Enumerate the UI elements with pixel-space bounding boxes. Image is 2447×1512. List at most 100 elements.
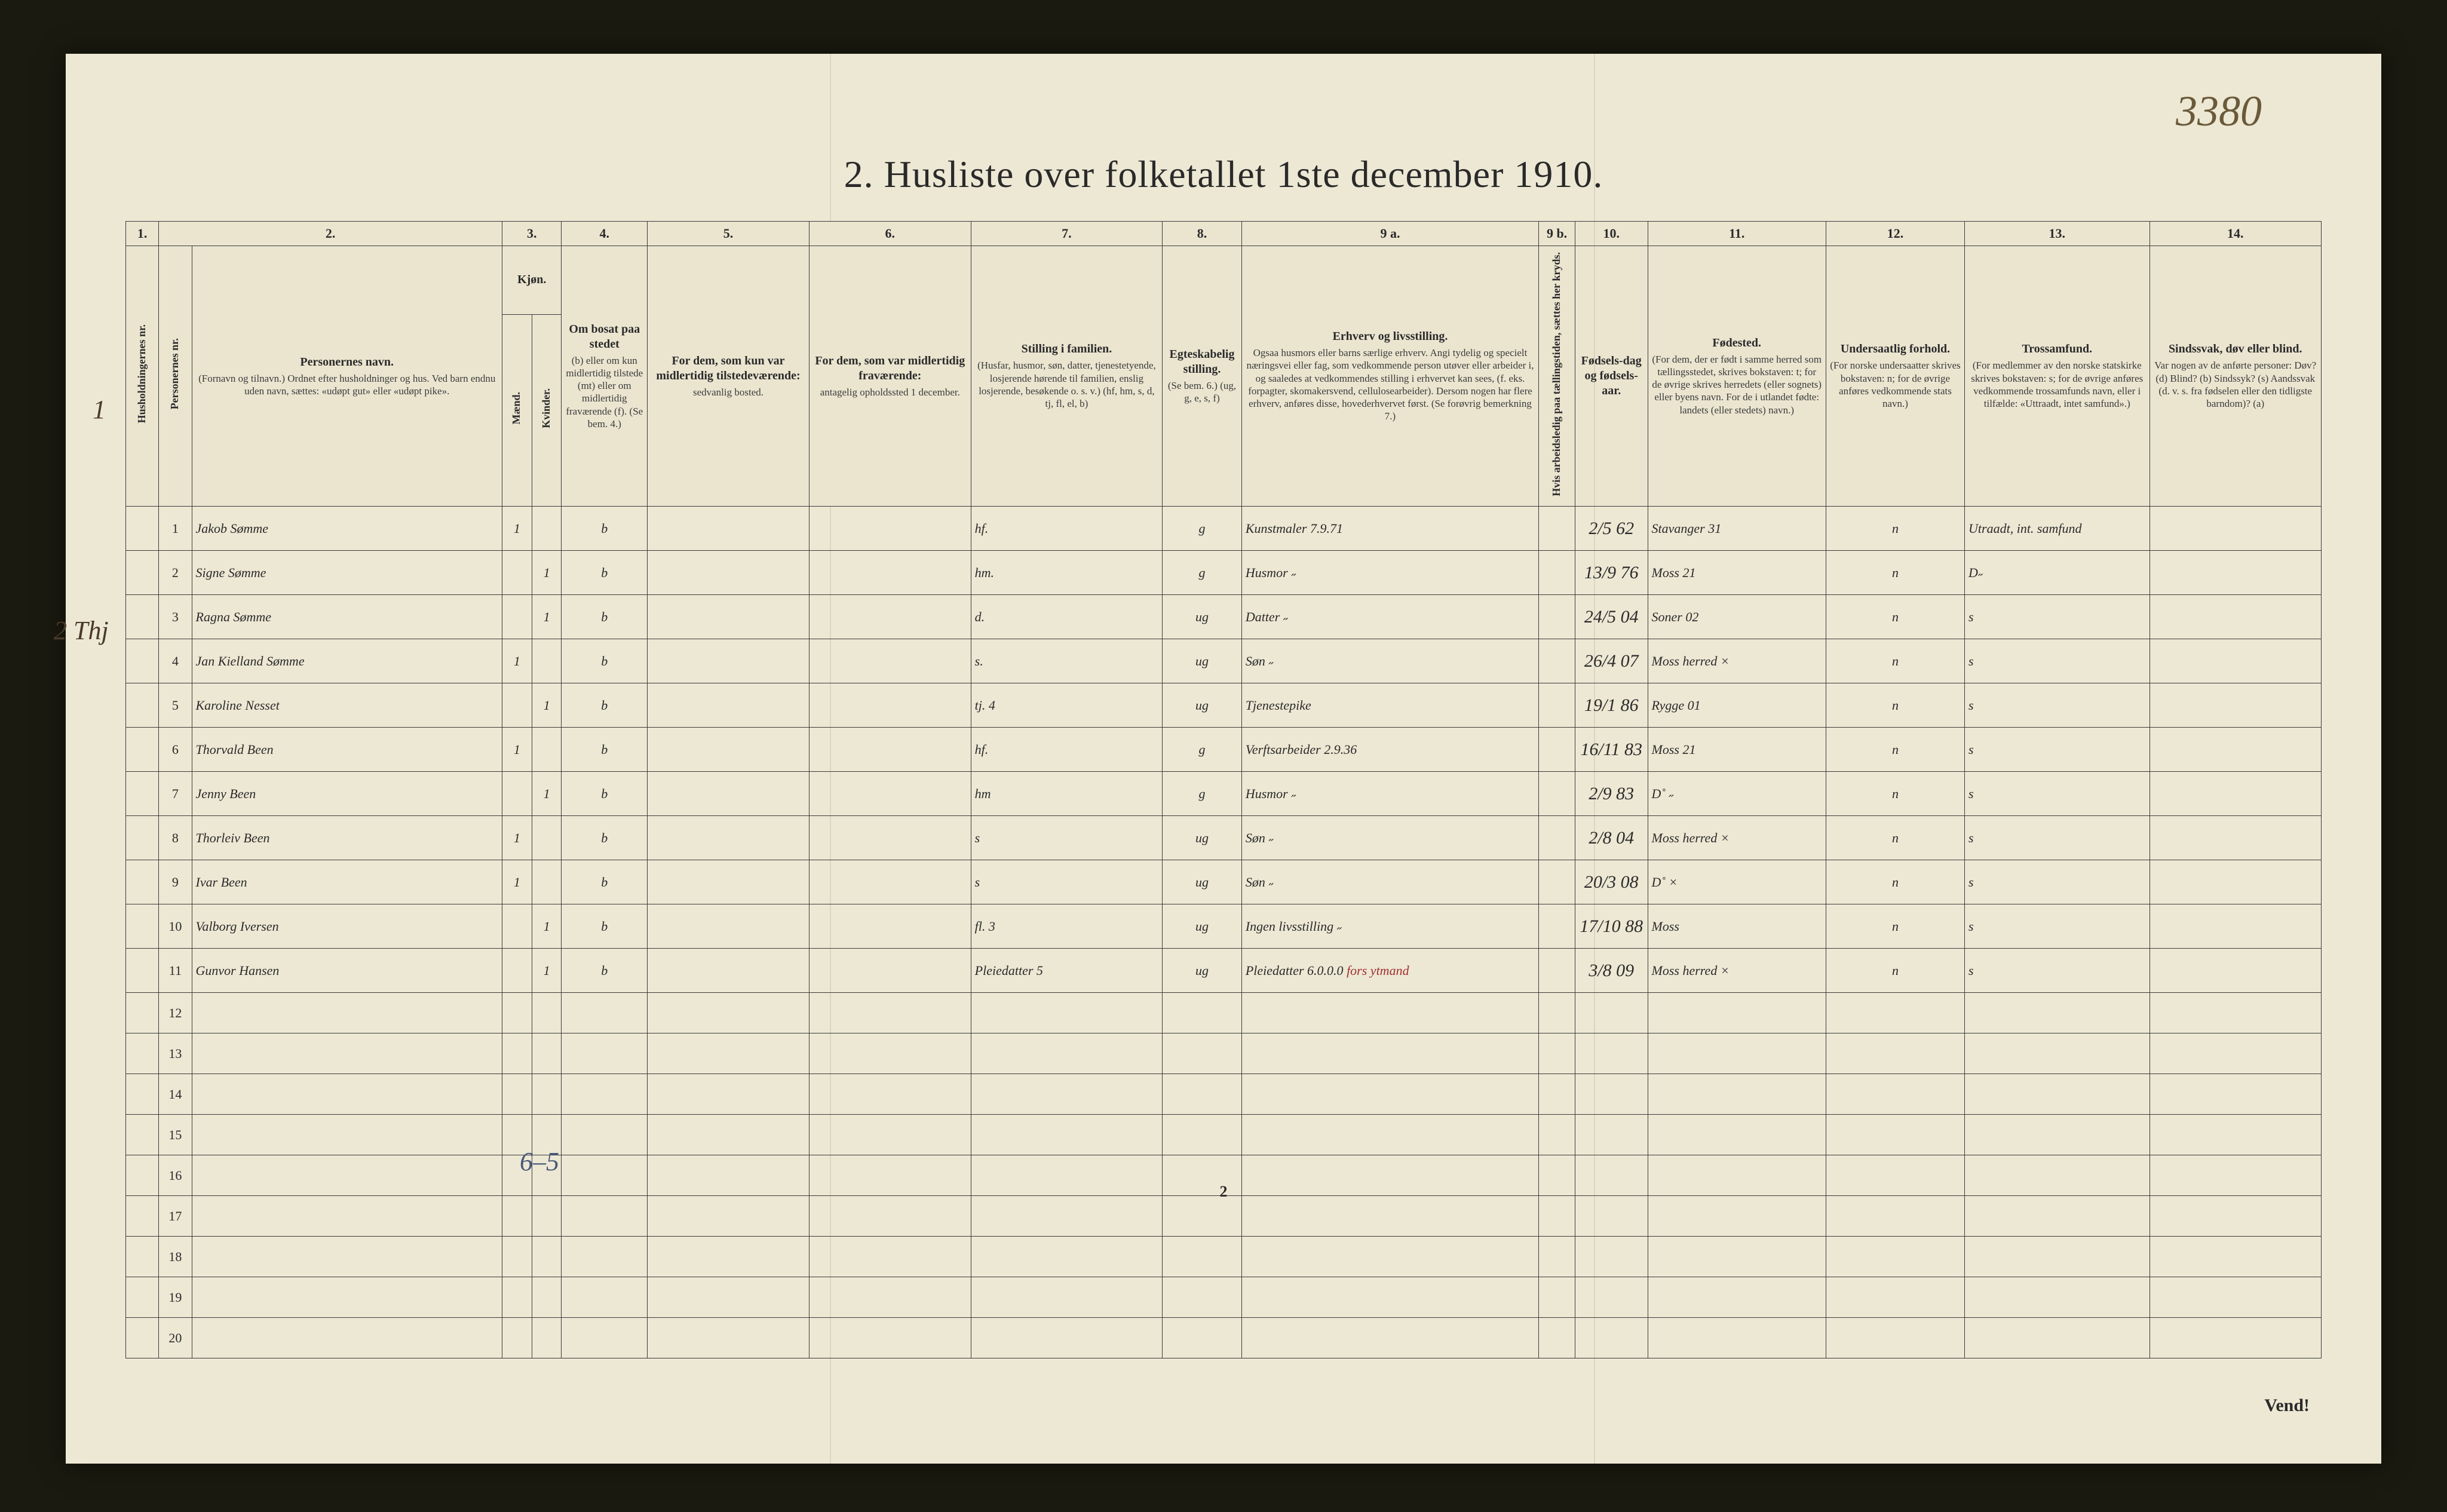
cell-dob: 16/11 83 <box>1575 728 1648 772</box>
cell-unemployed <box>1539 595 1575 639</box>
hdr-temp-absent: For dem, som var midlertidig fraværende:… <box>809 246 971 507</box>
cell-family-pos: tj. 4 <box>971 683 1163 728</box>
cell-temp-absent <box>809 639 971 683</box>
colnum-12: 12. <box>1826 222 1964 246</box>
cell-household-no <box>126 949 159 993</box>
cell-unemployed <box>1539 639 1575 683</box>
cell-household-no <box>126 1074 159 1115</box>
cell-dob: 26/4 07 <box>1575 639 1648 683</box>
colnum-9b: 9 b. <box>1539 222 1575 246</box>
cell-male <box>502 904 532 949</box>
hdr-marital: Egteskabelig stilling. (Se bem. 6.) (ug,… <box>1163 246 1242 507</box>
cell-marital: ug <box>1163 683 1242 728</box>
cell-temp-absent <box>809 772 971 816</box>
cell-birthplace: Stavanger 31 <box>1648 507 1826 551</box>
hdr-male: Mænd. <box>502 314 532 507</box>
hdr-unemployed: Hvis arbeidsledig paa tællingstiden, sæt… <box>1539 246 1575 507</box>
cell-infirmity <box>2149 904 2322 949</box>
cell-infirmity <box>2149 949 2322 993</box>
cell-person-no: 10 <box>159 904 192 949</box>
cell-religion: s <box>1965 595 2149 639</box>
cell-dob: 2/9 83 <box>1575 772 1648 816</box>
colnum-1: 1. <box>126 222 159 246</box>
cell-female <box>532 860 562 904</box>
table-row: 11Gunvor Hansen1bPleiedatter 5ugPleiedat… <box>126 949 2322 993</box>
cell-household-no <box>126 1277 159 1318</box>
table-row-empty: 18 <box>126 1237 2322 1277</box>
cell-marital: ug <box>1163 639 1242 683</box>
cell-marital: ug <box>1163 816 1242 860</box>
cell-birthplace: Moss 21 <box>1648 551 1826 595</box>
cell-temp-present <box>648 683 809 728</box>
cell-occupation: Husmor ˶ <box>1241 551 1538 595</box>
cell-marital: g <box>1163 507 1242 551</box>
table-row: 7Jenny Been1bhmgHusmor ˶2/9 83D˚ ˶ns <box>126 772 2322 816</box>
cell-infirmity <box>2149 639 2322 683</box>
cell-female: 1 <box>532 551 562 595</box>
cell-unemployed <box>1539 772 1575 816</box>
cell-nationality: n <box>1826 728 1964 772</box>
cell-residence: b <box>562 683 648 728</box>
cell-marital: ug <box>1163 595 1242 639</box>
table-row-empty: 17 <box>126 1196 2322 1237</box>
cell-temp-present <box>648 816 809 860</box>
cell-nationality: n <box>1826 904 1964 949</box>
cell-nationality: n <box>1826 551 1964 595</box>
colnum-3: 3. <box>502 222 561 246</box>
hdr-sex: Kjøn. <box>502 246 561 314</box>
cell-religion: s <box>1965 816 2149 860</box>
page-title: 2. Husliste over folketallet 1ste decemb… <box>66 152 2381 197</box>
cell-unemployed <box>1539 860 1575 904</box>
table-row-empty: 20 <box>126 1318 2322 1358</box>
cell-name: Gunvor Hansen <box>192 949 502 993</box>
table-row: 5Karoline Nesset1btj. 4ugTjenestepike19/… <box>126 683 2322 728</box>
cell-family-pos: s. <box>971 639 1163 683</box>
cell-unemployed <box>1539 683 1575 728</box>
cell-dob: 2/5 62 <box>1575 507 1648 551</box>
cell-religion: s <box>1965 949 2149 993</box>
cell-unemployed <box>1539 507 1575 551</box>
colnum-11: 11. <box>1648 222 1826 246</box>
cell-dob: 2/8 04 <box>1575 816 1648 860</box>
cell-residence: b <box>562 860 648 904</box>
cell-name: Jan Kielland Sømme <box>192 639 502 683</box>
cell-person-no: 15 <box>159 1115 192 1155</box>
cell-name: Valborg Iversen <box>192 904 502 949</box>
table-row: 3Ragna Sømme1bd.ugDatter ˶24/5 04Soner 0… <box>126 595 2322 639</box>
bottom-pencil-note: 6–5 <box>520 1146 559 1177</box>
cell-dob: 17/10 88 <box>1575 904 1648 949</box>
cell-temp-present <box>648 551 809 595</box>
table-row-empty: 19 <box>126 1277 2322 1318</box>
colnum-6: 6. <box>809 222 971 246</box>
cell-male <box>502 949 532 993</box>
cell-male <box>502 772 532 816</box>
cell-residence: b <box>562 816 648 860</box>
cell-household-no <box>126 904 159 949</box>
cell-family-pos: fl. 3 <box>971 904 1163 949</box>
cell-male: 1 <box>502 860 532 904</box>
cell-religion: s <box>1965 683 2149 728</box>
colnum-4: 4. <box>562 222 648 246</box>
cell-marital: ug <box>1163 904 1242 949</box>
cell-birthplace: Moss herred × <box>1648 816 1826 860</box>
colnum-10: 10. <box>1575 222 1648 246</box>
cell-nationality: n <box>1826 816 1964 860</box>
cell-household-no <box>126 683 159 728</box>
cell-religion: s <box>1965 904 2149 949</box>
cell-name: Signe Sømme <box>192 551 502 595</box>
table-row-empty: 15 <box>126 1115 2322 1155</box>
cell-person-no: 13 <box>159 1033 192 1074</box>
cell-female <box>532 728 562 772</box>
cell-religion: s <box>1965 772 2149 816</box>
cell-family-pos: Pleiedatter 5 <box>971 949 1163 993</box>
cell-occupation: Verftsarbeider 2.9.36 <box>1241 728 1538 772</box>
cell-female: 1 <box>532 949 562 993</box>
cell-male <box>502 551 532 595</box>
cell-person-no: 18 <box>159 1237 192 1277</box>
cell-household-no <box>126 595 159 639</box>
table-row: 8Thorleiv Been1bsugSøn ˶2/8 04Moss herre… <box>126 816 2322 860</box>
table-row: 9Ivar Been1bsugSøn ˶20/3 08D˚ ×ns <box>126 860 2322 904</box>
cell-temp-absent <box>809 816 971 860</box>
cell-person-no: 6 <box>159 728 192 772</box>
cell-female <box>532 816 562 860</box>
